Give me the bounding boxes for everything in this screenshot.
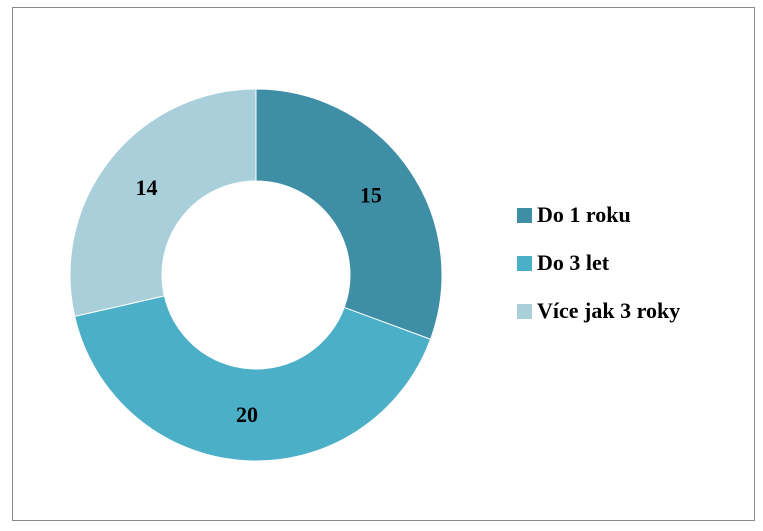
chart-legend: Do 1 roku Do 3 let Více jak 3 roky xyxy=(517,202,681,347)
slice-více-jak-3-roky xyxy=(69,88,257,317)
legend-item-vice-jak-3-roky: Více jak 3 roky xyxy=(517,298,681,323)
legend-swatch xyxy=(517,303,532,319)
slice-do-1-roku xyxy=(255,88,443,340)
slice-do-3-let xyxy=(74,295,432,462)
data-label: 14 xyxy=(136,175,158,200)
legend-swatch xyxy=(517,207,532,223)
data-label: 20 xyxy=(236,402,258,427)
legend-label: Do 3 let xyxy=(537,250,610,275)
legend-label: Více jak 3 roky xyxy=(537,298,681,323)
legend-label: Do 1 roku xyxy=(537,202,631,227)
legend-item-do-3-let: Do 3 let xyxy=(517,250,680,275)
legend-swatch xyxy=(517,255,532,271)
data-label: 15 xyxy=(360,182,382,207)
legend-item-do-1-roku: Do 1 roku xyxy=(517,202,680,227)
